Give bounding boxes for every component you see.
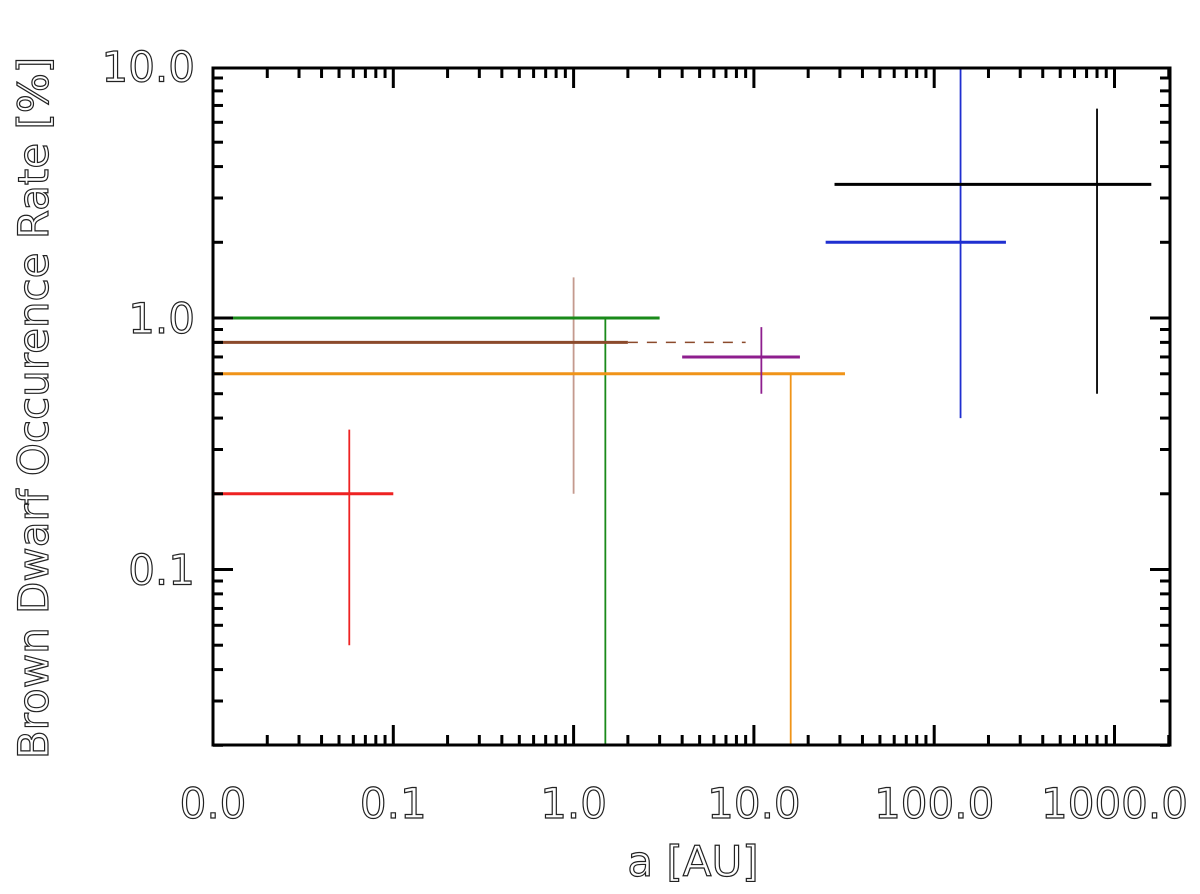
x-tick-label: 0.1 <box>360 779 427 828</box>
x-axis-title: a [AU] <box>627 837 758 886</box>
y-axis-title: Brown Dwarf Occurence Rate [%] <box>9 57 58 759</box>
x-tick-label: 1.0 <box>540 779 607 828</box>
x-tick-label: 10.0 <box>707 779 801 828</box>
x-tick-label: 1000.0 <box>1041 779 1188 828</box>
x-tick-label: 100.0 <box>874 779 994 828</box>
y-tick-label: 10.0 <box>101 43 195 92</box>
series-layer <box>213 68 1152 745</box>
axes-layer <box>211 66 1172 747</box>
x-tick-label: 0.0 <box>180 779 247 828</box>
labels-layer: 0.0 0.1 1.0 10.0 100.0 1000.0 0.1 1.0 10.0 <box>101 42 1189 829</box>
y-tick-label: 0.1 <box>128 546 195 595</box>
plot-frame <box>211 66 1172 747</box>
y-tick-label: 1.0 <box>128 294 195 343</box>
